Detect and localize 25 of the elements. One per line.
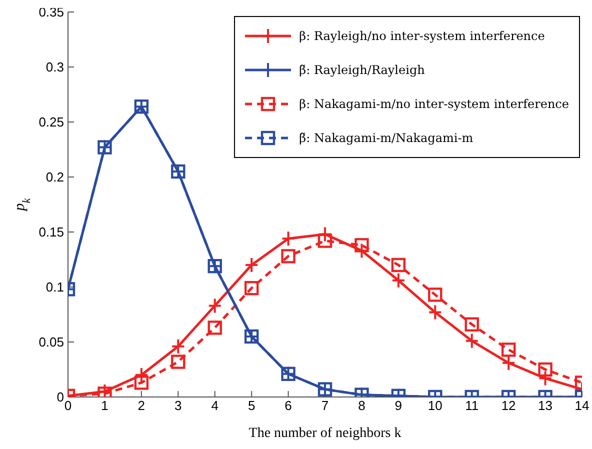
x-tick-label: 1 xyxy=(101,398,108,414)
x-tick-label: 13 xyxy=(538,398,553,414)
x-tick-label: 7 xyxy=(321,398,329,414)
x-tick-label: 4 xyxy=(211,398,218,414)
y-tick-label: 0.25 xyxy=(38,114,64,130)
y-tick-label: 0.2 xyxy=(46,170,64,185)
x-tick-label: 11 xyxy=(465,398,479,414)
x-tick-label: 8 xyxy=(358,398,366,414)
x-tick-label: 5 xyxy=(248,398,256,414)
y-tick-label: 0.15 xyxy=(38,224,64,240)
x-tick-label: 12 xyxy=(501,398,516,414)
legend-label: β̃: Rayleigh/Rayleigh xyxy=(299,63,425,77)
y-tick-label: 0.3 xyxy=(46,60,64,75)
x-tick-label: 6 xyxy=(284,398,292,414)
y-tick-label: 0.1 xyxy=(46,280,64,295)
legend-label: β̃: Nakagami-m/Nakagami-m xyxy=(299,131,474,145)
x-axis-title: The number of neighbors k xyxy=(248,426,402,441)
x-tick-label: 2 xyxy=(138,398,146,414)
legend-label: β: Rayleigh/no inter-system interference xyxy=(299,29,545,43)
x-tick-label: 10 xyxy=(428,398,442,414)
x-tick-label: 9 xyxy=(394,398,402,414)
y-tick-label: 0.05 xyxy=(38,334,64,350)
x-tick-label: 14 xyxy=(574,398,590,414)
x-tick-label: 3 xyxy=(174,398,182,414)
legend-label: β: Nakagami-m/no inter-system interference xyxy=(299,97,569,111)
